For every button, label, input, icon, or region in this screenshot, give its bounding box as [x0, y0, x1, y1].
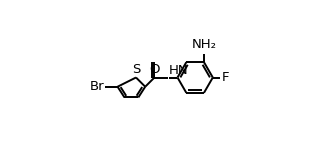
Text: Br: Br: [90, 80, 105, 93]
Text: HN: HN: [168, 64, 188, 77]
Text: NH₂: NH₂: [192, 38, 216, 51]
Text: F: F: [222, 71, 229, 84]
Text: S: S: [132, 63, 140, 76]
Text: O: O: [149, 63, 160, 76]
